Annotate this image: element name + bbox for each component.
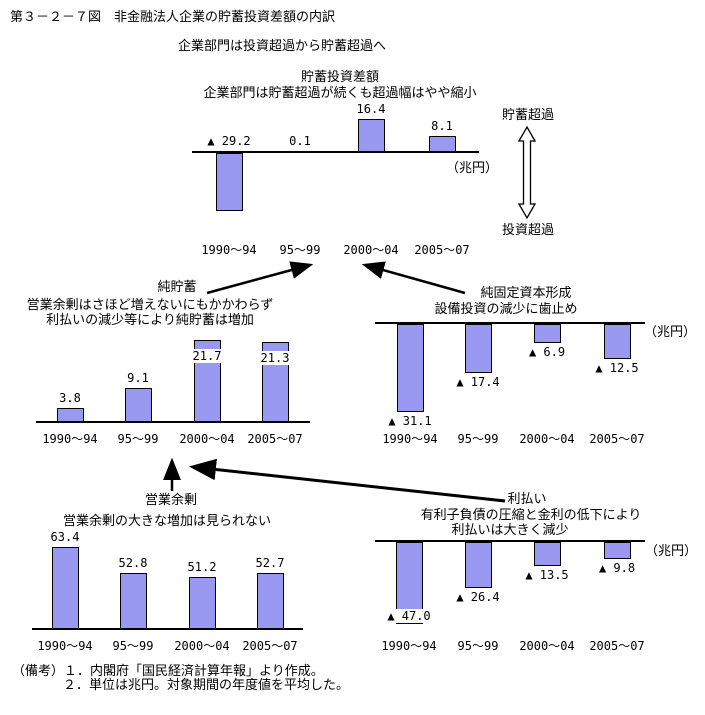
bar-net_saving-95～99 xyxy=(125,388,152,422)
note-line-2: ２．単位は兆円。対象期間の年度値を平均した。 xyxy=(63,678,350,693)
label-savings-surplus: 貯蓄超過 xyxy=(502,108,555,123)
chart-net-fixed-capital-title: 純固定資本形成 xyxy=(480,286,572,301)
value-label-interest_paid-0: ▲ 47.0 xyxy=(385,609,433,623)
bar-net_fixed_capital-1990～94 xyxy=(397,324,424,412)
bar-operating_surplus-1990～94 xyxy=(52,547,79,629)
axis-interest_paid xyxy=(375,540,645,542)
category-label-balance-2: 2000～04 xyxy=(343,243,399,257)
category-label-interest_paid-0: 1990～94 xyxy=(381,639,437,653)
double-arrow-surplus-direction-icon xyxy=(517,125,537,220)
axis-net_fixed_capital xyxy=(375,322,645,324)
value-label-balance-2: 16.4 xyxy=(356,102,386,116)
value-label-operating_surplus-3: 52.7 xyxy=(255,556,285,570)
bar-operating_surplus-2000～04 xyxy=(189,577,216,629)
value-label-operating_surplus-2: 51.2 xyxy=(187,560,217,574)
value-label-operating_surplus-1: 52.8 xyxy=(118,556,148,570)
value-label-operating_surplus-0: 63.4 xyxy=(50,530,80,544)
value-label-net_saving-0: 3.8 xyxy=(59,391,81,405)
chart-balance-title: 貯蓄投資差額 xyxy=(300,70,379,85)
bar-net_saving-1990～94 xyxy=(57,408,84,422)
note-line-1: （備考）１．内閣府「国民経済計算年報」より作成。 xyxy=(12,664,324,679)
chart-interest-paid-subtitle-2: 利払いは大きく減少 xyxy=(451,523,569,538)
category-label-interest_paid-3: 2005～07 xyxy=(589,639,645,653)
value-label-net_fixed_capital-0: ▲ 31.1 xyxy=(388,414,432,428)
label-investment-surplus: 投資超過 xyxy=(502,223,555,238)
chart-interest-paid-title: 利払い xyxy=(507,492,547,507)
bar-interest_paid-2005～07 xyxy=(604,542,631,559)
value-label-net_fixed_capital-2: ▲ 6.9 xyxy=(528,345,566,359)
category-label-operating_surplus-3: 2005～07 xyxy=(242,639,298,653)
category-label-interest_paid-1: 95～99 xyxy=(457,639,499,653)
value-label-net_fixed_capital-3: ▲ 12.5 xyxy=(595,361,639,375)
chart-net-saving-subtitle-2: 利払いの減少等により純貯蓄は増加 xyxy=(46,313,254,328)
bar-balance-1990～94 xyxy=(216,153,243,211)
axis-net_saving xyxy=(36,421,310,423)
figure-subtitle: 企業部門は投資超過から貯蓄超過へ xyxy=(178,39,387,54)
value-label-interest_paid-3: ▲ 9.8 xyxy=(598,561,636,575)
value-label-net_saving-1: 9.1 xyxy=(127,371,149,385)
bar-net_fixed_capital-95～99 xyxy=(465,324,492,373)
chart-net-fixed-capital-subtitle: 設備投資の減少に歯止め xyxy=(434,302,578,317)
figure-title: 第３－２－７図 非金融法人企業の貯蓄投資差額の内訳 xyxy=(10,10,336,25)
category-label-balance-3: 2005～07 xyxy=(414,243,470,257)
category-label-net_fixed_capital-3: 2005～07 xyxy=(589,432,645,446)
category-label-operating_surplus-0: 1990～94 xyxy=(37,639,93,653)
bar-balance-2005～07 xyxy=(429,136,456,152)
bar-interest_paid-2000～04 xyxy=(534,542,561,566)
value-label-balance-1: 0.1 xyxy=(289,134,311,148)
category-label-net_saving-2: 2000～04 xyxy=(179,432,235,446)
value-label-net_fixed_capital-1: ▲ 17.4 xyxy=(456,375,500,389)
chart-interest-paid-subtitle-1: 有利子負債の圧縮と金利の低下により xyxy=(420,508,642,523)
category-label-net_saving-3: 2005～07 xyxy=(247,432,303,446)
value-label-interest_paid-2: ▲ 13.5 xyxy=(525,568,569,582)
chart-interest-paid-unit-label: （兆円） xyxy=(645,544,698,559)
value-label-net_saving-2: 21.7 xyxy=(190,349,224,363)
category-label-net_fixed_capital-1: 95～99 xyxy=(457,432,499,446)
chart-operating-surplus-title: 営業余剰 xyxy=(144,493,197,508)
chart-net-saving-subtitle-1: 営業余剰はさほど増えないにもかかわらず xyxy=(26,298,274,313)
chart-operating-surplus-subtitle: 営業余剰の大きな増加は見られない xyxy=(62,514,271,529)
axis-balance xyxy=(192,151,479,153)
category-label-interest_paid-2: 2000～04 xyxy=(519,639,575,653)
chart-net-fixed-capital-unit-label: （兆円） xyxy=(644,325,697,340)
bar-net_fixed_capital-2000～04 xyxy=(534,324,561,343)
value-label-net_saving-3: 21.3 xyxy=(258,351,292,365)
category-label-net_saving-1: 95～99 xyxy=(117,432,159,446)
value-label-interest_paid-1: ▲ 26.4 xyxy=(456,590,500,604)
axis-operating_surplus xyxy=(32,628,303,630)
category-label-net_fixed_capital-0: 1990～94 xyxy=(382,432,438,446)
category-label-balance-0: 1990～94 xyxy=(201,243,257,257)
value-label-balance-0: ▲ 29.2 xyxy=(207,134,251,148)
arrow-interest-paid-to-net-saving-icon xyxy=(188,458,506,503)
category-label-net_fixed_capital-2: 2000～04 xyxy=(519,432,575,446)
bar-net_fixed_capital-2005～07 xyxy=(604,324,631,359)
category-label-operating_surplus-1: 95～99 xyxy=(112,639,154,653)
category-label-operating_surplus-2: 2000～04 xyxy=(174,639,230,653)
chart-balance-unit-label: （兆円） xyxy=(446,161,499,176)
chart-balance-subtitle: 企業部門は貯蓄超過が続くも超過幅はやや縮小 xyxy=(203,86,477,101)
bar-interest_paid-95～99 xyxy=(465,542,492,588)
bar-operating_surplus-95～99 xyxy=(120,573,147,629)
chart-net-saving-title: 純貯蓄 xyxy=(157,280,197,295)
category-label-net_saving-0: 1990～94 xyxy=(42,432,98,446)
bar-operating_surplus-2005～07 xyxy=(257,573,284,629)
bar-balance-2000～04 xyxy=(358,119,385,152)
category-label-balance-1: 95～99 xyxy=(279,243,321,257)
value-label-balance-3: 8.1 xyxy=(431,119,453,133)
